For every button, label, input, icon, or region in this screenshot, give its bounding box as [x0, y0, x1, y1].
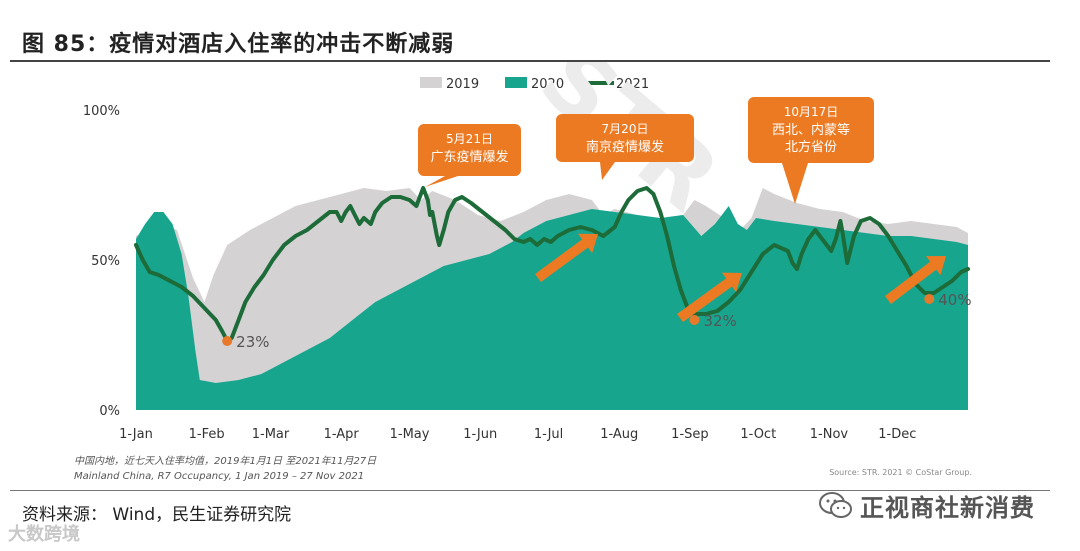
footer-divider — [10, 490, 1050, 491]
point-label: 32% — [703, 312, 736, 330]
trend-arrow-shape — [535, 233, 599, 283]
x-tick-label: 1-Mar — [252, 427, 290, 442]
legend-label-2019: 2019 — [446, 77, 479, 92]
point-marker — [924, 294, 935, 304]
x-tick-label: 1-Aug — [600, 427, 638, 442]
legend-label-2020: 2020 — [531, 77, 564, 92]
y-tick-label: 0% — [99, 404, 120, 419]
legend-label-2021: 2021 — [616, 77, 649, 92]
callout-pointer — [600, 162, 615, 180]
callout-text: 西北、内蒙等 — [772, 122, 850, 138]
callout-date: 5月21日 — [446, 132, 493, 146]
wechat-icon — [819, 491, 852, 518]
point-marker — [222, 336, 233, 346]
x-tick-label: 1-Jun — [463, 427, 497, 442]
callout-pointer — [782, 163, 808, 204]
y-tick-label: 100% — [83, 104, 120, 119]
title-divider — [10, 60, 1050, 62]
occupancy-chart: 2019 2020 2021 STR 0% 50% 100% 1-Jan 1-Feb 1-Ma… — [74, 62, 972, 482]
chart-axes: 0% 50% 100% 1-Jan 1-Feb 1-Mar 1-Apr 1-May 1-Jun 1… — [83, 104, 917, 442]
x-tick-label: 1-Oct — [740, 427, 776, 442]
callout-date: 7月20日 — [602, 122, 649, 136]
x-tick-label: 1-Dec — [878, 427, 916, 442]
x-tick-label: 1-Apr — [324, 427, 360, 442]
x-tick-label: 1-Feb — [189, 427, 225, 442]
x-tick-label: 1-Jan — [119, 427, 153, 442]
x-tick-label: 1-Sep — [671, 427, 708, 442]
plot-area: STR — [134, 62, 970, 410]
trend-arrow-shape — [677, 272, 743, 323]
callout-background — [556, 114, 694, 162]
callout-text: 南京疫情爆发 — [586, 139, 664, 155]
page-title: 图 85：疫情对酒店入住率的冲击不断减弱 — [22, 32, 455, 57]
trend-arrow — [535, 233, 599, 283]
callout-background — [748, 97, 874, 163]
callout-text: 广东疫情爆发 — [430, 149, 508, 165]
callout-date: 10月17日 — [784, 105, 839, 119]
trend-arrow — [677, 272, 743, 323]
y-tick-label: 50% — [91, 254, 120, 269]
footnote-cn: 中国内地，近七天入住率均值，2019年1月1日 至2021年11月27日 — [74, 455, 377, 467]
wechat-watermark: 正视商社新消费 — [818, 488, 1035, 523]
x-tick-label: 1-May — [390, 427, 430, 442]
point-marker — [689, 315, 700, 325]
chart-legend: 2019 2020 2021 — [420, 77, 649, 92]
trend-arrow — [884, 255, 947, 304]
legend-swatch-2020 — [505, 77, 527, 88]
point-label: 40% — [938, 291, 971, 309]
callout-background — [418, 124, 521, 176]
source-note: 资料来源： Wind，民生证券研究院 — [22, 505, 292, 525]
trend-arrow-shape — [884, 255, 947, 304]
x-tick-label: 1-Jul — [534, 427, 563, 442]
callout-text: 北方省份 — [785, 139, 837, 155]
legend-swatch-2019 — [420, 77, 442, 88]
callout-pointer — [425, 176, 458, 187]
chart-source: Source: STR. 2021 © CoStar Group. — [829, 468, 972, 477]
wechat-account-name: 正视商社新消费 — [860, 494, 1035, 522]
series-2021-line — [134, 186, 970, 343]
footnote-en: Mainland China, R7 Occupancy, 1 Jan 2019… — [74, 471, 364, 482]
watermark-text: 大数跨境 — [8, 524, 80, 545]
point-label: 23% — [236, 333, 269, 351]
x-tick-label: 1-Nov — [810, 427, 849, 442]
